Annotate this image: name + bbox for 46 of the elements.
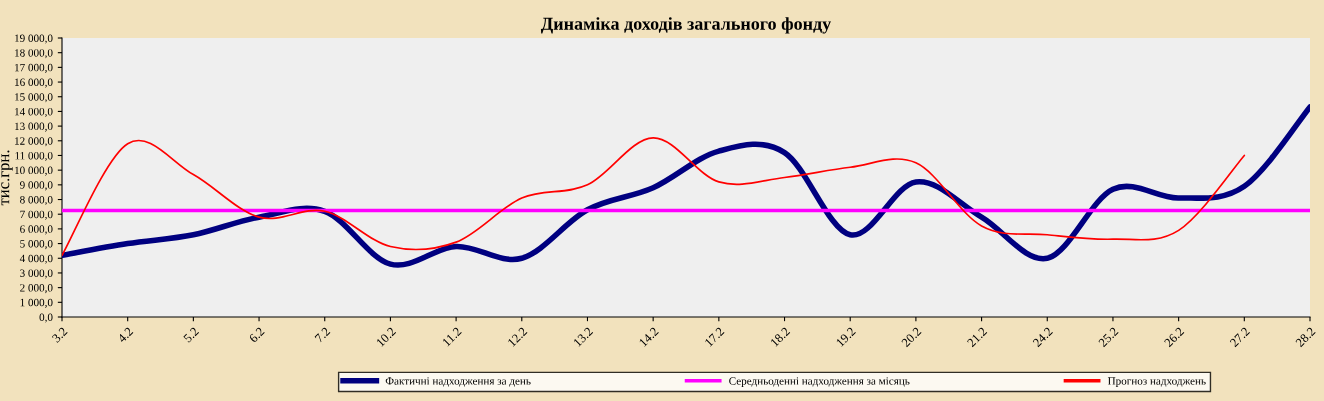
y-tick-label: 14 000,0 xyxy=(15,107,53,117)
x-tick-label: 17.2 xyxy=(704,326,725,347)
legend-label: Середньоденні надходження за місяць xyxy=(729,377,910,387)
x-tick-label: 7.2 xyxy=(314,326,331,343)
y-tick-label: 0,0 xyxy=(39,313,53,323)
y-tick-label: 10 000,0 xyxy=(15,166,53,176)
x-tick-label: 20.2 xyxy=(901,326,922,348)
line-series xyxy=(62,137,1246,257)
y-tick-label: 4 000,0 xyxy=(19,254,53,264)
x-tick-label: 21.2 xyxy=(966,326,988,348)
x-tick-label: 13.2 xyxy=(573,326,594,347)
y-tick-label: 6 000,0 xyxy=(20,225,53,235)
chart-title: Динаміка доходів загального фонду xyxy=(540,17,832,34)
y-tick-label: 9 000,0 xyxy=(20,181,53,191)
x-tick-label: 6.2 xyxy=(248,326,265,343)
y-tick-label: 19 000,0 xyxy=(15,34,53,44)
y-tick-label: 16 000,0 xyxy=(15,78,53,88)
x-tick-label: 27.2 xyxy=(1229,326,1251,348)
x-tick-label: 3.2 xyxy=(51,326,68,343)
x-tick-label: 24.2 xyxy=(1032,326,1054,348)
y-axis-title: тис.грн. xyxy=(1,150,13,206)
x-tick-label: 14.2 xyxy=(638,326,659,347)
y-tick-label: 3 000,0 xyxy=(20,269,53,279)
y-tick-label: 7 000,0 xyxy=(20,210,53,220)
x-tick-label: 28.2 xyxy=(1295,326,1316,348)
x-tick-label: 4.2 xyxy=(117,326,134,344)
x-tick-label: 19.2 xyxy=(835,326,856,347)
y-tick-label: 1 000,0 xyxy=(20,298,53,308)
y-tick-label: 18 000,0 xyxy=(15,49,53,59)
y-tick-label: 12 000,0 xyxy=(15,137,53,147)
x-tick-label: 26.2 xyxy=(1163,326,1185,348)
x-tick-label: 25.2 xyxy=(1098,326,1119,348)
x-tick-label: 12.2 xyxy=(507,326,528,347)
y-tick-label: 2 000,0 xyxy=(20,284,53,294)
x-tick-label: 11.2 xyxy=(442,326,462,347)
y-tick-label: 13 000,0 xyxy=(15,122,53,132)
legend-label: Фактичні надходження за день xyxy=(385,377,531,387)
x-tick-label: 5.2 xyxy=(183,326,200,343)
y-tick-label: 5 000,0 xyxy=(20,240,53,250)
x-tick-label: 10.2 xyxy=(375,326,397,347)
y-tick-label: 15 000,0 xyxy=(15,93,53,103)
y-tick-label: 8 000,0 xyxy=(20,195,53,206)
y-tick-label: 17 000,0 xyxy=(15,63,53,73)
y-tick-label: 11 000,0 xyxy=(15,151,53,162)
x-tick-label: 18.2 xyxy=(770,326,791,347)
legend-label: Прогноз надходжень xyxy=(1107,377,1206,387)
